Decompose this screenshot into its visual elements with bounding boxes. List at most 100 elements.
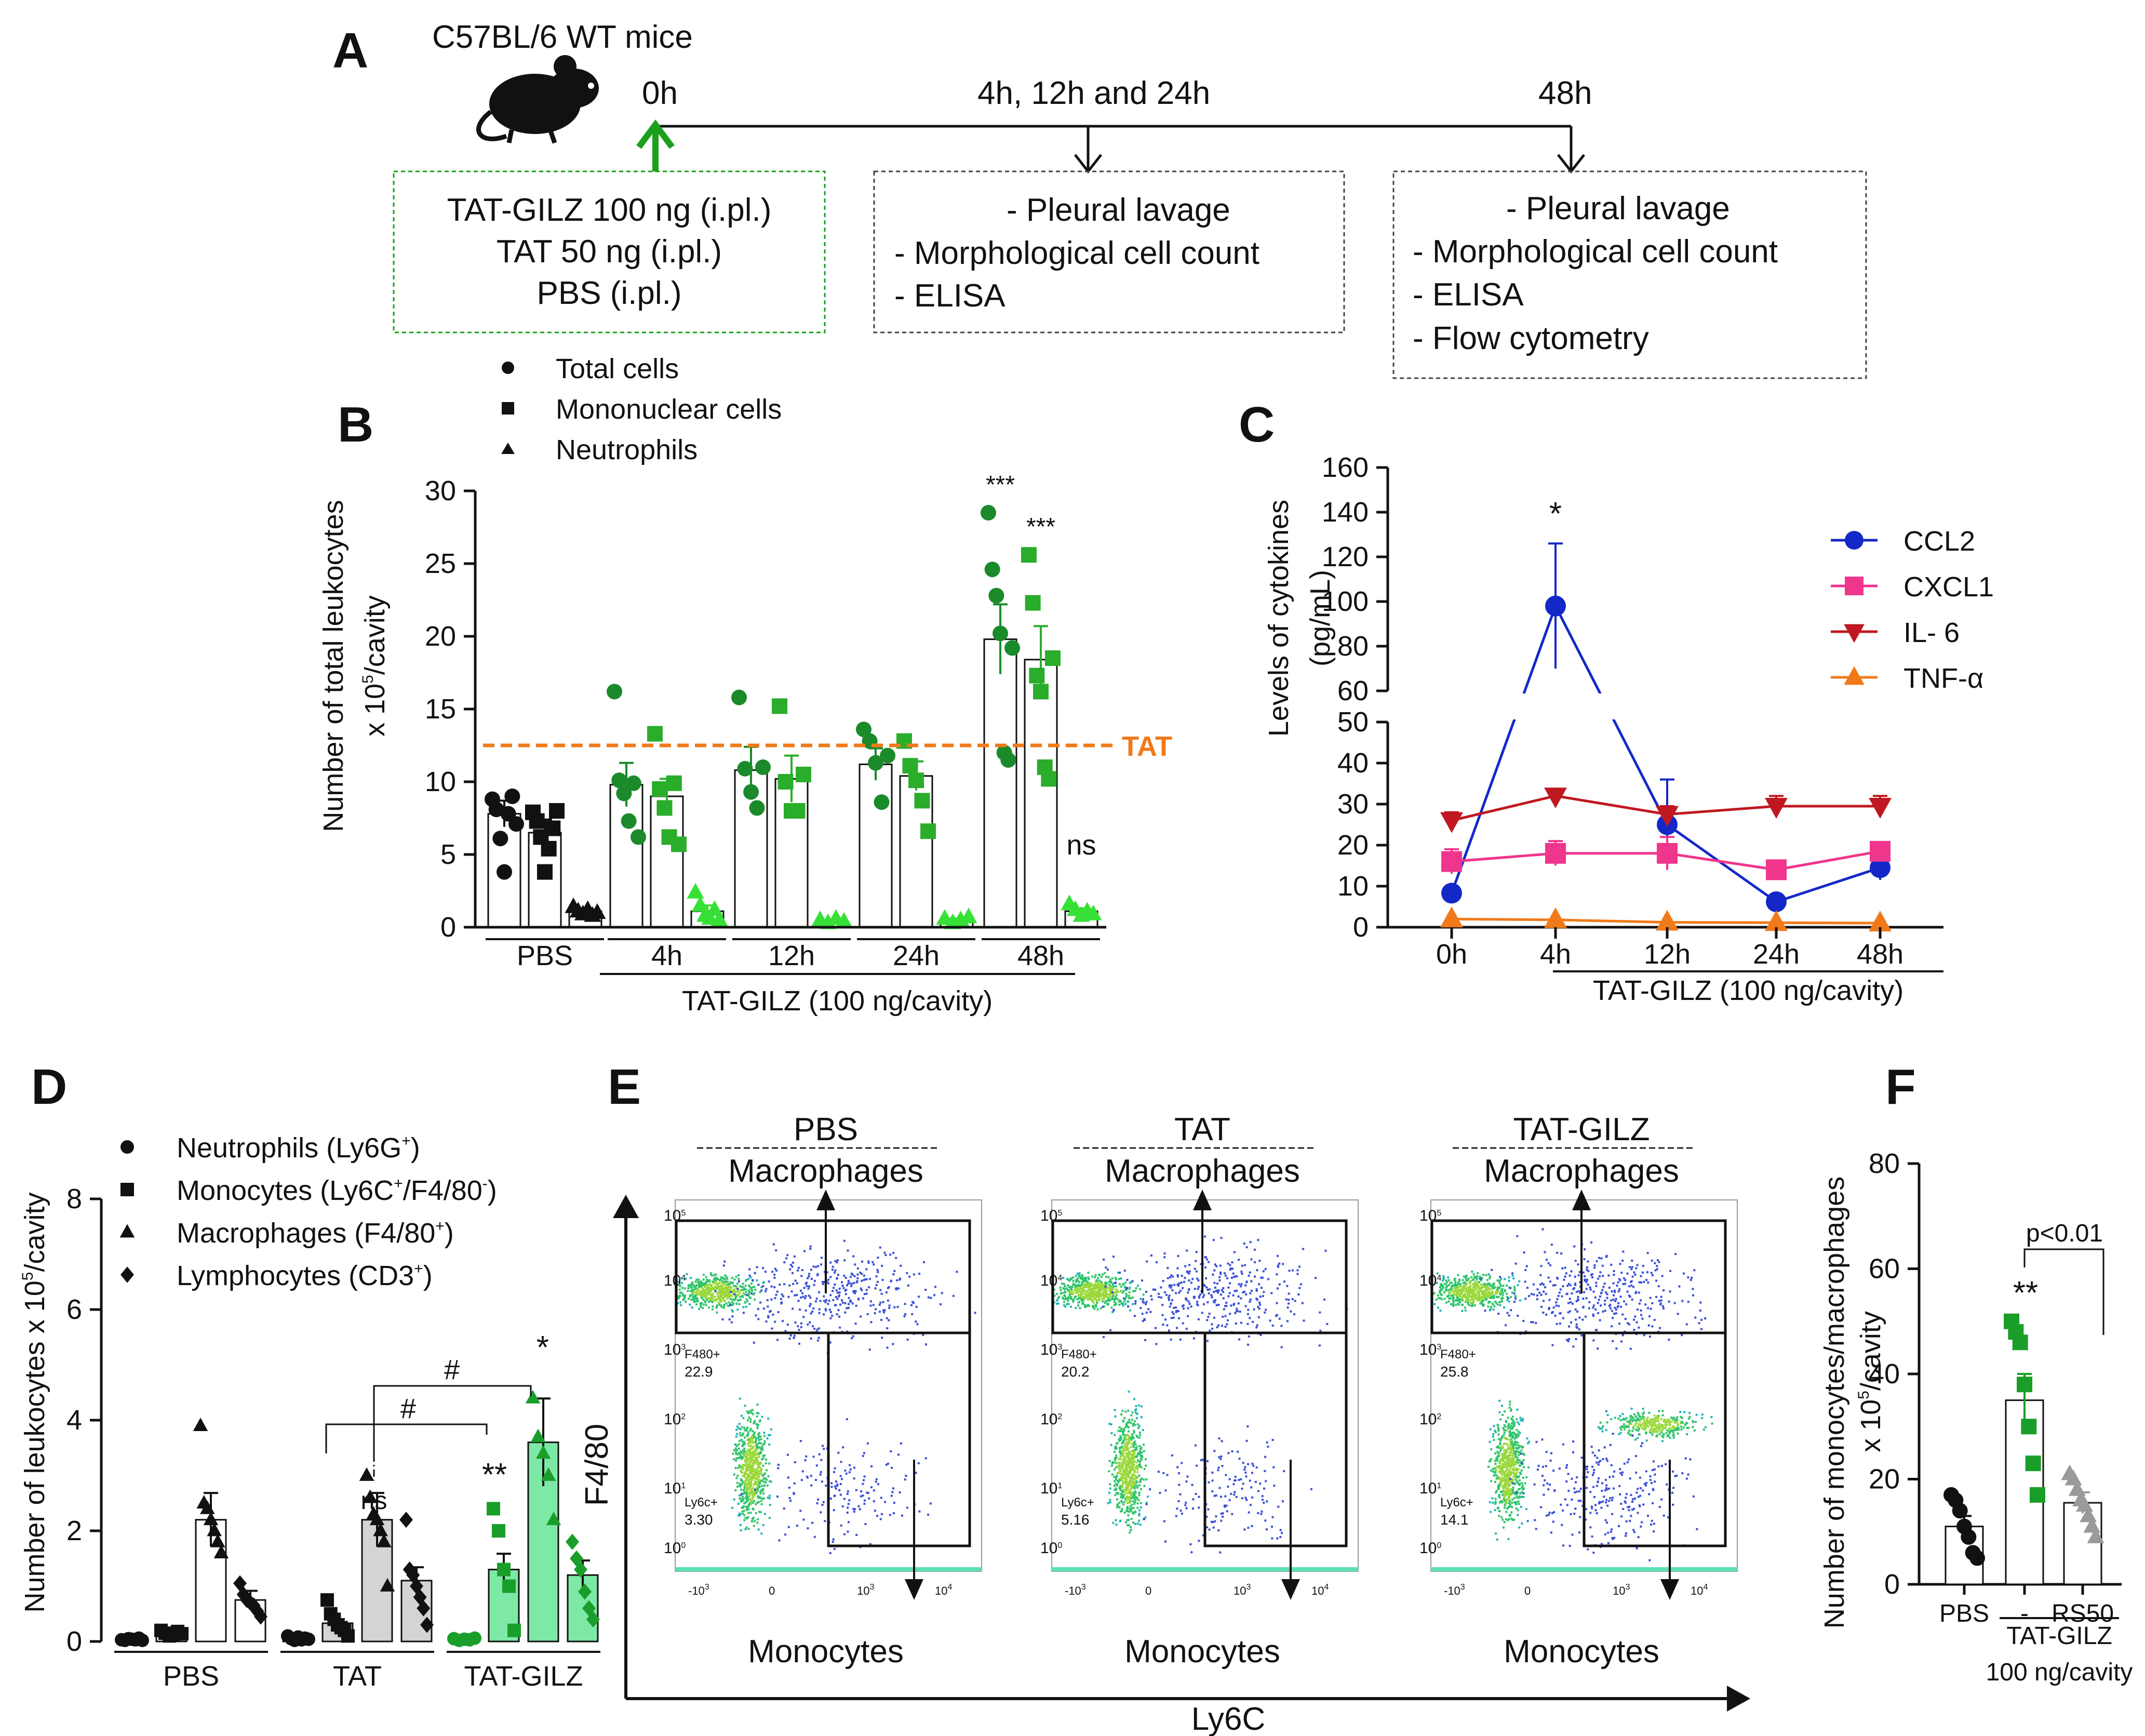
e-event xyxy=(1104,1300,1107,1303)
e-event xyxy=(869,1304,872,1307)
e-event xyxy=(875,1308,877,1311)
e-event xyxy=(743,1447,746,1450)
e-event xyxy=(757,1464,759,1466)
e-event xyxy=(1599,1271,1602,1274)
e-event xyxy=(742,1449,744,1452)
e-event xyxy=(917,1462,920,1464)
e-event xyxy=(823,1448,825,1450)
e-event xyxy=(1465,1275,1467,1278)
e-event xyxy=(1572,1345,1575,1348)
e-event xyxy=(855,1304,857,1307)
e-event xyxy=(749,1418,752,1421)
e-event xyxy=(736,1308,739,1311)
e-event xyxy=(1477,1287,1480,1289)
e-event xyxy=(843,1239,846,1242)
e-event xyxy=(1108,1292,1110,1295)
e-event xyxy=(1120,1302,1123,1305)
e-event xyxy=(1125,1294,1128,1297)
e-event xyxy=(810,1337,812,1340)
e-x-arrowhead xyxy=(1727,1686,1750,1712)
e-event xyxy=(1083,1298,1085,1300)
e-event xyxy=(1163,1256,1166,1259)
e-event xyxy=(1557,1294,1560,1297)
e-event xyxy=(1187,1307,1189,1310)
e-event xyxy=(813,1328,816,1330)
e-event xyxy=(700,1285,702,1288)
e-event xyxy=(1511,1440,1513,1443)
e-event xyxy=(887,1462,889,1465)
e-event xyxy=(1088,1278,1090,1280)
e-event xyxy=(756,1501,759,1504)
e-event xyxy=(1104,1286,1107,1288)
e-event xyxy=(1063,1304,1065,1306)
e-event xyxy=(1238,1479,1240,1481)
e-event xyxy=(1508,1276,1510,1279)
e-event xyxy=(1318,1344,1321,1347)
e-event xyxy=(1115,1483,1117,1485)
e-event xyxy=(1123,1445,1126,1448)
e-event xyxy=(742,1481,744,1484)
e-event xyxy=(941,1292,943,1294)
c-point xyxy=(1440,812,1463,833)
c-point xyxy=(1766,859,1787,880)
e-event xyxy=(1487,1301,1490,1304)
e-event xyxy=(756,1459,759,1462)
e-event xyxy=(850,1272,853,1275)
e-event xyxy=(1480,1301,1483,1303)
e-event xyxy=(1116,1503,1119,1506)
e-event xyxy=(703,1285,706,1287)
e-event xyxy=(1101,1298,1103,1300)
e-event xyxy=(1116,1483,1119,1486)
e-event xyxy=(765,1462,767,1465)
e-event xyxy=(1450,1294,1452,1297)
e-event xyxy=(1227,1452,1230,1454)
d-point xyxy=(492,1524,505,1538)
e-event xyxy=(1121,1291,1124,1294)
e-event xyxy=(741,1483,743,1486)
e-event xyxy=(696,1297,699,1300)
e-event xyxy=(1469,1296,1471,1298)
b-point xyxy=(743,784,759,800)
e-event xyxy=(837,1274,839,1276)
e-event xyxy=(1087,1272,1090,1274)
d-y-tick-label: 2 xyxy=(66,1515,82,1546)
e-event xyxy=(1501,1300,1504,1303)
e-event xyxy=(758,1420,761,1423)
e-event xyxy=(803,1250,806,1252)
e-event xyxy=(1116,1441,1119,1444)
c-point xyxy=(1869,797,1892,819)
e-event xyxy=(1296,1269,1299,1272)
e-event xyxy=(750,1445,753,1447)
e-event xyxy=(1577,1274,1580,1277)
e-event xyxy=(701,1283,703,1286)
e-event xyxy=(1461,1289,1464,1291)
e-event xyxy=(1127,1457,1130,1460)
e-event xyxy=(1117,1272,1120,1274)
e-event xyxy=(1131,1459,1133,1461)
e-event xyxy=(1658,1261,1660,1263)
e-event xyxy=(1109,1499,1111,1501)
c-y-tick-label: 160 xyxy=(1322,452,1369,483)
e-event xyxy=(1128,1287,1131,1290)
e-y-tick-label: 102 xyxy=(1419,1411,1441,1428)
e-event xyxy=(1184,1277,1186,1279)
e-event xyxy=(1123,1472,1125,1475)
e-event xyxy=(867,1260,870,1263)
e-event xyxy=(1613,1274,1615,1276)
e-event xyxy=(1496,1279,1499,1282)
e-event xyxy=(701,1302,703,1304)
e-event xyxy=(758,1511,761,1513)
e-event xyxy=(729,1298,732,1300)
e-event xyxy=(1118,1426,1121,1429)
e-event xyxy=(1499,1443,1502,1446)
e-event xyxy=(1093,1286,1096,1288)
b-point xyxy=(749,800,765,816)
e-event xyxy=(1448,1292,1451,1294)
e-event xyxy=(1573,1287,1576,1290)
e-event xyxy=(721,1318,724,1320)
e-event xyxy=(1109,1483,1111,1486)
e-event xyxy=(809,1296,812,1299)
e-event xyxy=(1454,1289,1457,1292)
e-event xyxy=(1699,1301,1702,1304)
e-event xyxy=(1499,1283,1502,1285)
